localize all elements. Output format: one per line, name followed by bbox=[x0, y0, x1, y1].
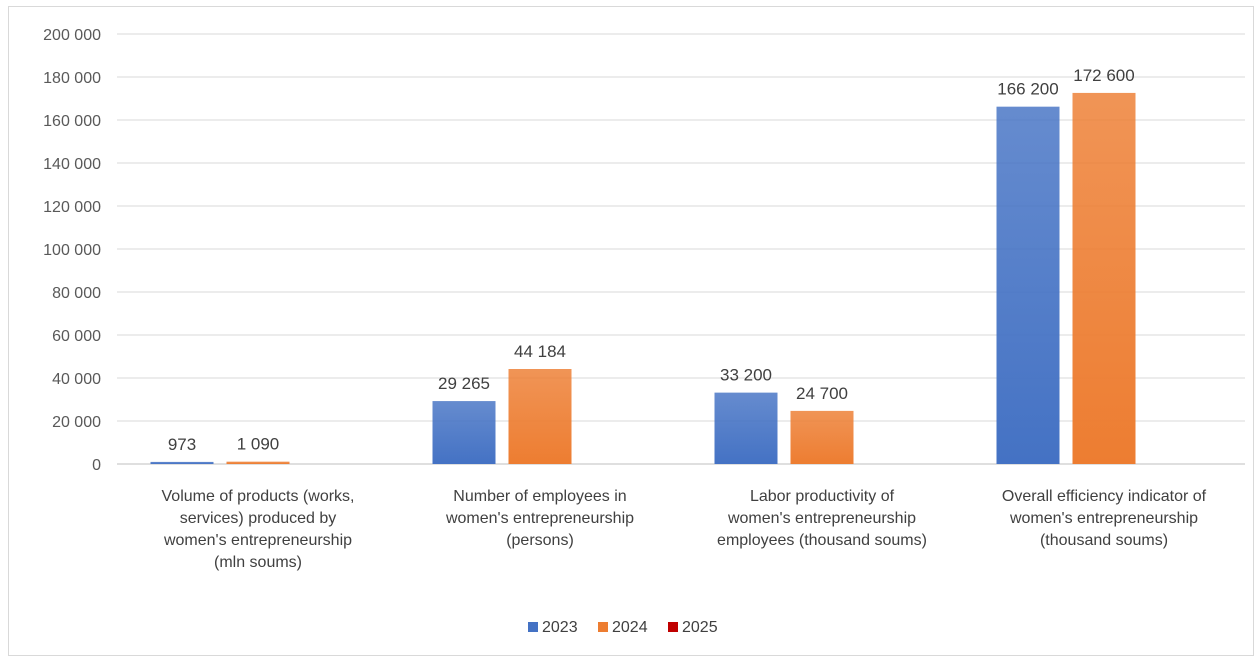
data-label: 973 bbox=[168, 435, 196, 454]
data-label: 1 090 bbox=[237, 435, 280, 454]
data-label: 166 200 bbox=[997, 80, 1058, 99]
bar-2024-cat2 bbox=[508, 369, 572, 464]
bar-2024-cat1 bbox=[226, 461, 290, 464]
gridlines bbox=[117, 33, 1245, 465]
y-tick-label: 0 bbox=[92, 457, 101, 474]
bars bbox=[150, 92, 1136, 465]
bar-chart: 0 20 000 40 000 60 000 80 000 100 000 120 000 1… bbox=[43, 27, 1245, 636]
y-tick-label: 80 000 bbox=[52, 285, 101, 302]
category-labels: Volume of products (works, services) prod… bbox=[162, 488, 1207, 571]
data-label: 29 265 bbox=[438, 374, 490, 393]
bar-2024-cat3 bbox=[790, 410, 854, 464]
bar-2024-cat4 bbox=[1072, 92, 1136, 464]
data-label: 24 700 bbox=[796, 384, 848, 403]
legend-swatch-2024 bbox=[598, 622, 608, 632]
bar-2023-cat1 bbox=[150, 461, 214, 464]
y-tick-label: 120 000 bbox=[43, 199, 101, 216]
chart-frame: 0 20 000 40 000 60 000 80 000 100 000 120 000 1… bbox=[8, 6, 1254, 656]
data-label: 44 184 bbox=[514, 342, 566, 361]
legend-swatch-2025 bbox=[668, 622, 678, 632]
category-label: Overall efficiency indicator of women's e… bbox=[1002, 488, 1207, 549]
bar-2023-cat4 bbox=[996, 106, 1060, 465]
y-tick-label: 100 000 bbox=[43, 242, 101, 259]
data-label: 33 200 bbox=[720, 366, 772, 385]
legend-label-2024: 2024 bbox=[612, 619, 648, 636]
y-tick-label: 180 000 bbox=[43, 70, 101, 87]
category-label: Labor productivity of women's entrepreneu… bbox=[717, 488, 927, 549]
data-labels: 973 1 090 29 265 44 184 33 200 24 700 166 200 1… bbox=[168, 66, 1135, 454]
y-tick-label: 20 000 bbox=[52, 414, 101, 431]
category-label: Volume of products (works, services) prod… bbox=[162, 488, 355, 571]
legend: 2023 2024 2025 bbox=[528, 619, 718, 636]
bar-2023-cat3 bbox=[714, 392, 778, 464]
y-axis-ticks: 0 20 000 40 000 60 000 80 000 100 000 120 000 1… bbox=[43, 27, 101, 474]
y-tick-label: 60 000 bbox=[52, 328, 101, 345]
y-tick-label: 160 000 bbox=[43, 113, 101, 130]
legend-label-2023: 2023 bbox=[542, 619, 578, 636]
legend-label-2025: 2025 bbox=[682, 619, 718, 636]
y-tick-label: 40 000 bbox=[52, 371, 101, 388]
category-label: Number of employees in women's entreprene… bbox=[445, 488, 634, 549]
bar-2023-cat2 bbox=[432, 401, 496, 464]
legend-swatch-2023 bbox=[528, 622, 538, 632]
y-tick-label: 200 000 bbox=[43, 27, 101, 44]
y-tick-label: 140 000 bbox=[43, 156, 101, 173]
data-label: 172 600 bbox=[1073, 66, 1134, 85]
